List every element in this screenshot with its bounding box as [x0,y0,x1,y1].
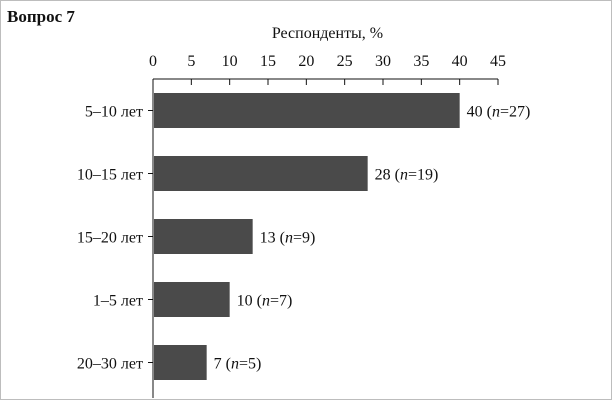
x-tick-label: 30 [375,53,391,70]
x-tick-label: 45 [490,53,506,70]
data-labels: 40 (n=27) 28 (n=19) 13 (n=9) 10 (n=7) 7 (n=5… [214,104,531,373]
data-label: 28 (n=19) [375,167,439,184]
bar [154,93,460,128]
x-tick-label: 20 [298,53,314,70]
axes [152,78,498,398]
x-tick-label: 25 [337,53,353,70]
bar [154,282,230,317]
category-label: 5–10 лет [85,104,143,121]
x-axis-title: Респонденты, % [272,25,383,42]
x-tick-label: 35 [413,53,429,70]
bars [154,93,460,380]
bar [154,345,207,380]
x-ticks: 0 5 10 15 20 25 30 35 40 45 [149,53,506,85]
category-labels: 5–10 лет 10–15 лет 15–20 лет 1–5 лет 20–30 л… [77,104,153,373]
x-tick-label: 40 [452,53,468,70]
x-tick-label: 10 [222,53,238,70]
category-label: 15–20 лет [77,230,143,247]
data-label: 10 (n=7) [237,293,293,310]
data-label: 7 (n=5) [214,356,262,373]
data-label: 40 (n=27) [467,104,531,121]
x-tick-label: 5 [187,53,195,70]
category-label: 10–15 лет [77,167,143,184]
bar [154,156,368,191]
x-tick-label: 15 [260,53,276,70]
data-label: 13 (n=9) [260,230,316,247]
panel-title: Вопрос 7 [7,7,75,26]
x-tick-label: 0 [149,53,157,70]
category-label: 20–30 лет [77,356,143,373]
bar [154,219,253,254]
category-label: 1–5 лет [93,293,143,310]
